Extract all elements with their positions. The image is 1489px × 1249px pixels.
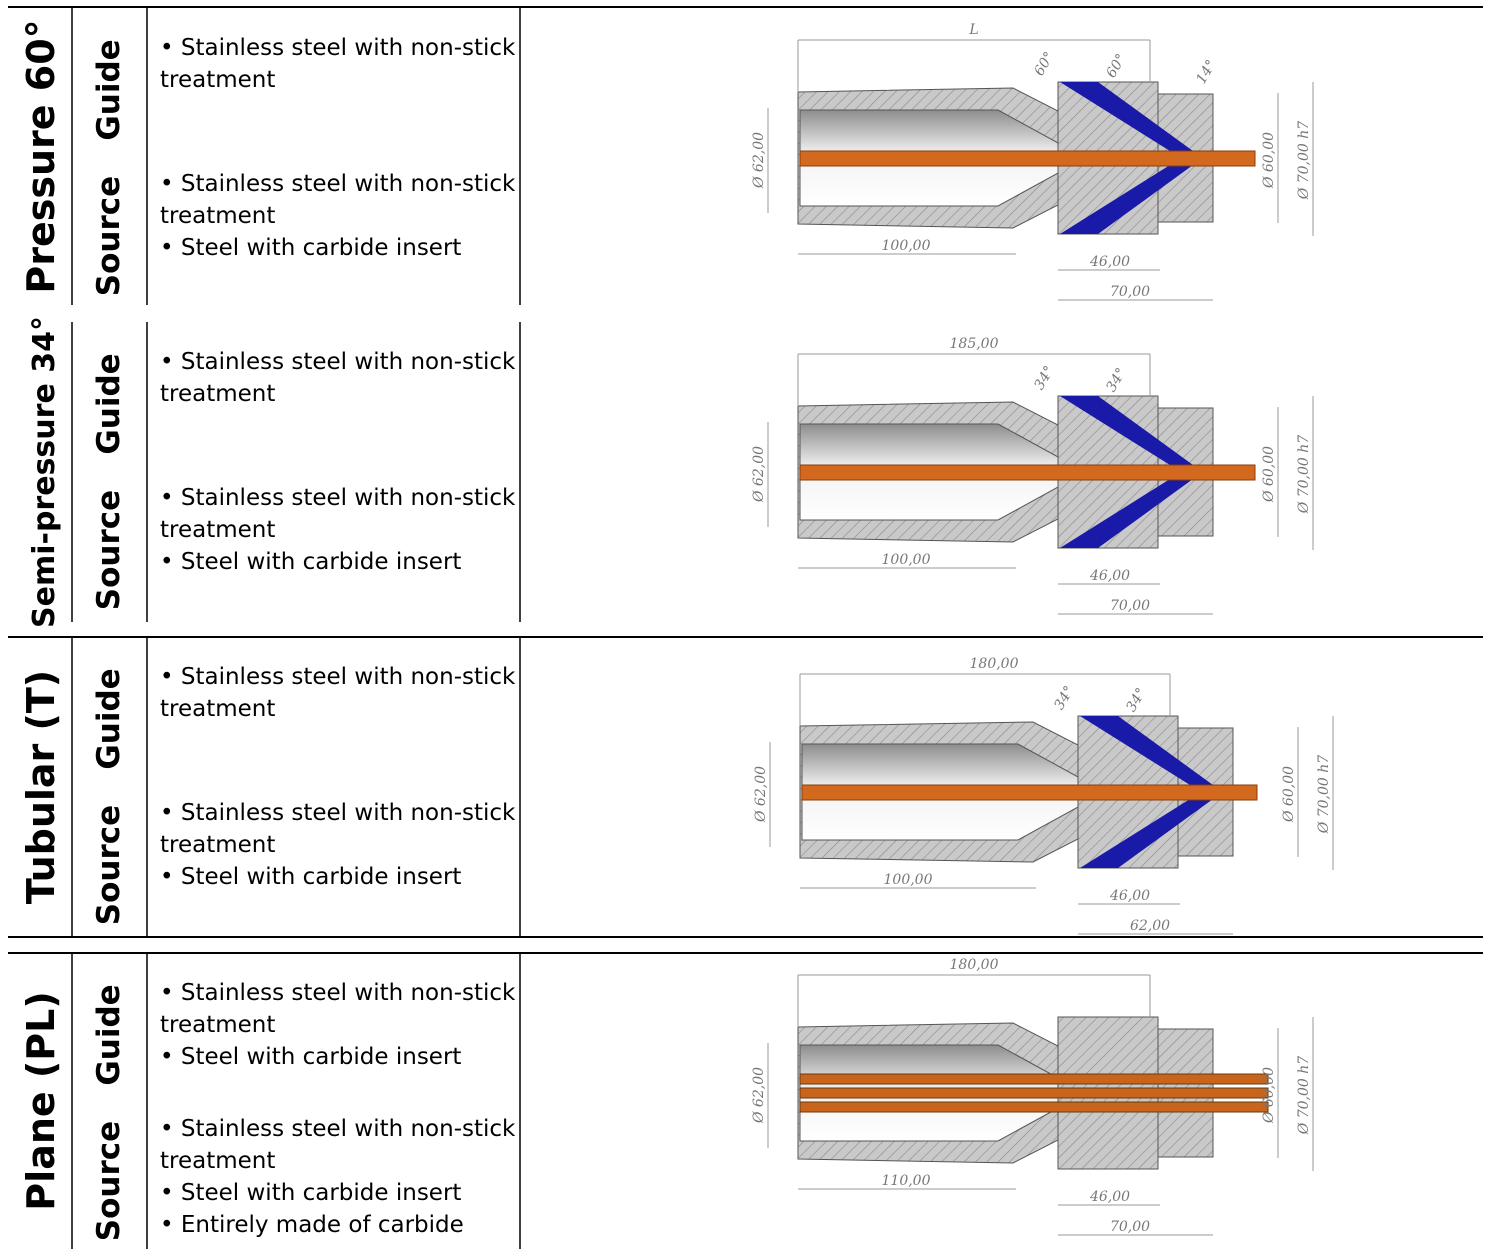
guide-list: • Stainless steel with non-stick treatme… (160, 661, 522, 725)
list-item: • Entirely made of carbide (160, 1212, 464, 1238)
wire (799, 1073, 1269, 1085)
nozzle-drawing: 180,00 34° 34° Ø 62,00 100,00 46,00 62,00 Ø 60,… (753, 656, 1334, 935)
angle-label: 34° (1031, 363, 1057, 393)
list-item: • Stainless steel with non-stick treatme… (160, 35, 516, 93)
dimension-label: Ø 62,00 (751, 446, 767, 503)
dimension-label: Ø 60,00 (1261, 446, 1277, 503)
row-title: Plane (PL) (19, 991, 63, 1210)
list-item: • Stainless steel with non-stick treatme… (160, 349, 516, 407)
list-item: • Stainless steel with non-stick treatme… (160, 485, 516, 543)
source-label: Source (91, 1121, 127, 1241)
die-upper (1060, 82, 1193, 151)
list-item: • Steel with carbide insert (160, 1180, 462, 1206)
source-list: • Stainless steel with non-stick treatme… (160, 482, 522, 578)
guide-label: Guide (91, 39, 127, 140)
nozzle-drawing: 180,00 Ø 62,00 110,00 46,00 70,00 Ø 60,00 Ø 70… (751, 957, 1314, 1236)
wire (799, 150, 1256, 167)
dimension-label: Ø 70,00 h7 (1296, 121, 1312, 200)
dimension-label: 46,00 (1089, 568, 1130, 584)
dimension-label: 70,00 (1110, 284, 1150, 300)
dimension-label: Ø 60,00 (1261, 1067, 1277, 1124)
dimension-label: 70,00 (1110, 1219, 1150, 1235)
list-item: • Stainless steel with non-stick treatme… (160, 1116, 516, 1174)
dimension-label: 185,00 (950, 336, 999, 352)
source-label: Source (91, 176, 127, 296)
row-title: Semi-pressure 34° (27, 316, 62, 628)
dimension-label: 110,00 (882, 1173, 931, 1189)
dimension-label: Ø 70,00 h7 (1296, 1056, 1312, 1135)
dimension-label: 100,00 (882, 552, 931, 568)
dimension-label: 100,00 (882, 238, 931, 254)
wire (799, 1101, 1269, 1113)
nozzle-drawing: 185,00 34° 34° Ø 62,00 100,00 46,00 70,00 Ø 60,… (751, 336, 1314, 615)
die-lower (1080, 799, 1213, 868)
dimension-label: 100,00 (884, 872, 933, 888)
list-item: • Steel with carbide insert (160, 549, 462, 575)
wire (801, 784, 1258, 801)
list-item: • Steel with carbide insert (160, 864, 462, 890)
dimension-label: 46,00 (1089, 1189, 1130, 1205)
die-lower (1060, 479, 1193, 548)
list-item: • Stainless steel with non-stick treatme… (160, 171, 516, 229)
row-title: Pressure 60° (19, 19, 63, 293)
guide-label: Guide (91, 353, 127, 454)
row-title: Tubular (T) (19, 670, 63, 904)
dimension-label: Ø 70,00 h7 (1316, 755, 1332, 834)
dimension-label: 70,00 (1110, 598, 1150, 614)
source-list: • Stainless steel with non-stick treatme… (160, 797, 522, 893)
die-lower (1060, 165, 1193, 234)
angle-label: 14° (1193, 57, 1219, 87)
list-item: • Steel with carbide insert (160, 235, 462, 261)
angle-label: 34° (1123, 685, 1149, 715)
list-item: • Steel with carbide insert (160, 1044, 462, 1070)
wire (799, 1087, 1269, 1099)
angle-label: 34° (1103, 365, 1129, 395)
dimension-label: 62,00 (1130, 918, 1170, 934)
list-item: • Stainless steel with non-stick treatme… (160, 664, 516, 722)
die-upper (1060, 396, 1193, 465)
guide-list: • Stainless steel with non-stick treatme… (160, 346, 522, 410)
guide-list: • Stainless steel with non-stick treatme… (160, 32, 522, 96)
dimension-label: Ø 62,00 (751, 1067, 767, 1124)
wire (799, 464, 1256, 481)
dimension-label: Ø 70,00 h7 (1296, 435, 1312, 514)
source-list: • Stainless steel with non-stick treatme… (160, 168, 522, 264)
dimension-label: 46,00 (1109, 888, 1150, 904)
die-upper (1080, 716, 1213, 785)
angle-label: 60° (1031, 49, 1057, 79)
angle-label: 34° (1051, 683, 1077, 713)
dimension-label: L (968, 22, 978, 38)
nozzle-drawing: L 60° 60° 14° Ø 62,00 100,00 46,00 70,00 Ø 60,00… (751, 22, 1314, 301)
dimension-label: 46,00 (1089, 254, 1130, 270)
list-item: • Stainless steel with non-stick treatme… (160, 980, 516, 1038)
source-label: Source (91, 805, 127, 925)
source-label: Source (91, 490, 127, 610)
dimension-label: Ø 62,00 (751, 132, 767, 189)
list-item: • Stainless steel with non-stick treatme… (160, 800, 516, 858)
dimension-label: Ø 60,00 (1281, 766, 1297, 823)
guide-label: Guide (91, 668, 127, 769)
guide-list: • Stainless steel with non-stick treatme… (160, 977, 522, 1073)
source-list: • Stainless steel with non-stick treatme… (160, 1113, 522, 1241)
angle-label: 60° (1103, 51, 1129, 81)
dimension-label: 180,00 (970, 656, 1019, 672)
guide-label: Guide (91, 984, 127, 1085)
dimension-label: Ø 60,00 (1261, 132, 1277, 189)
dimension-label: 180,00 (950, 957, 999, 973)
dimension-label: Ø 62,00 (753, 766, 769, 823)
